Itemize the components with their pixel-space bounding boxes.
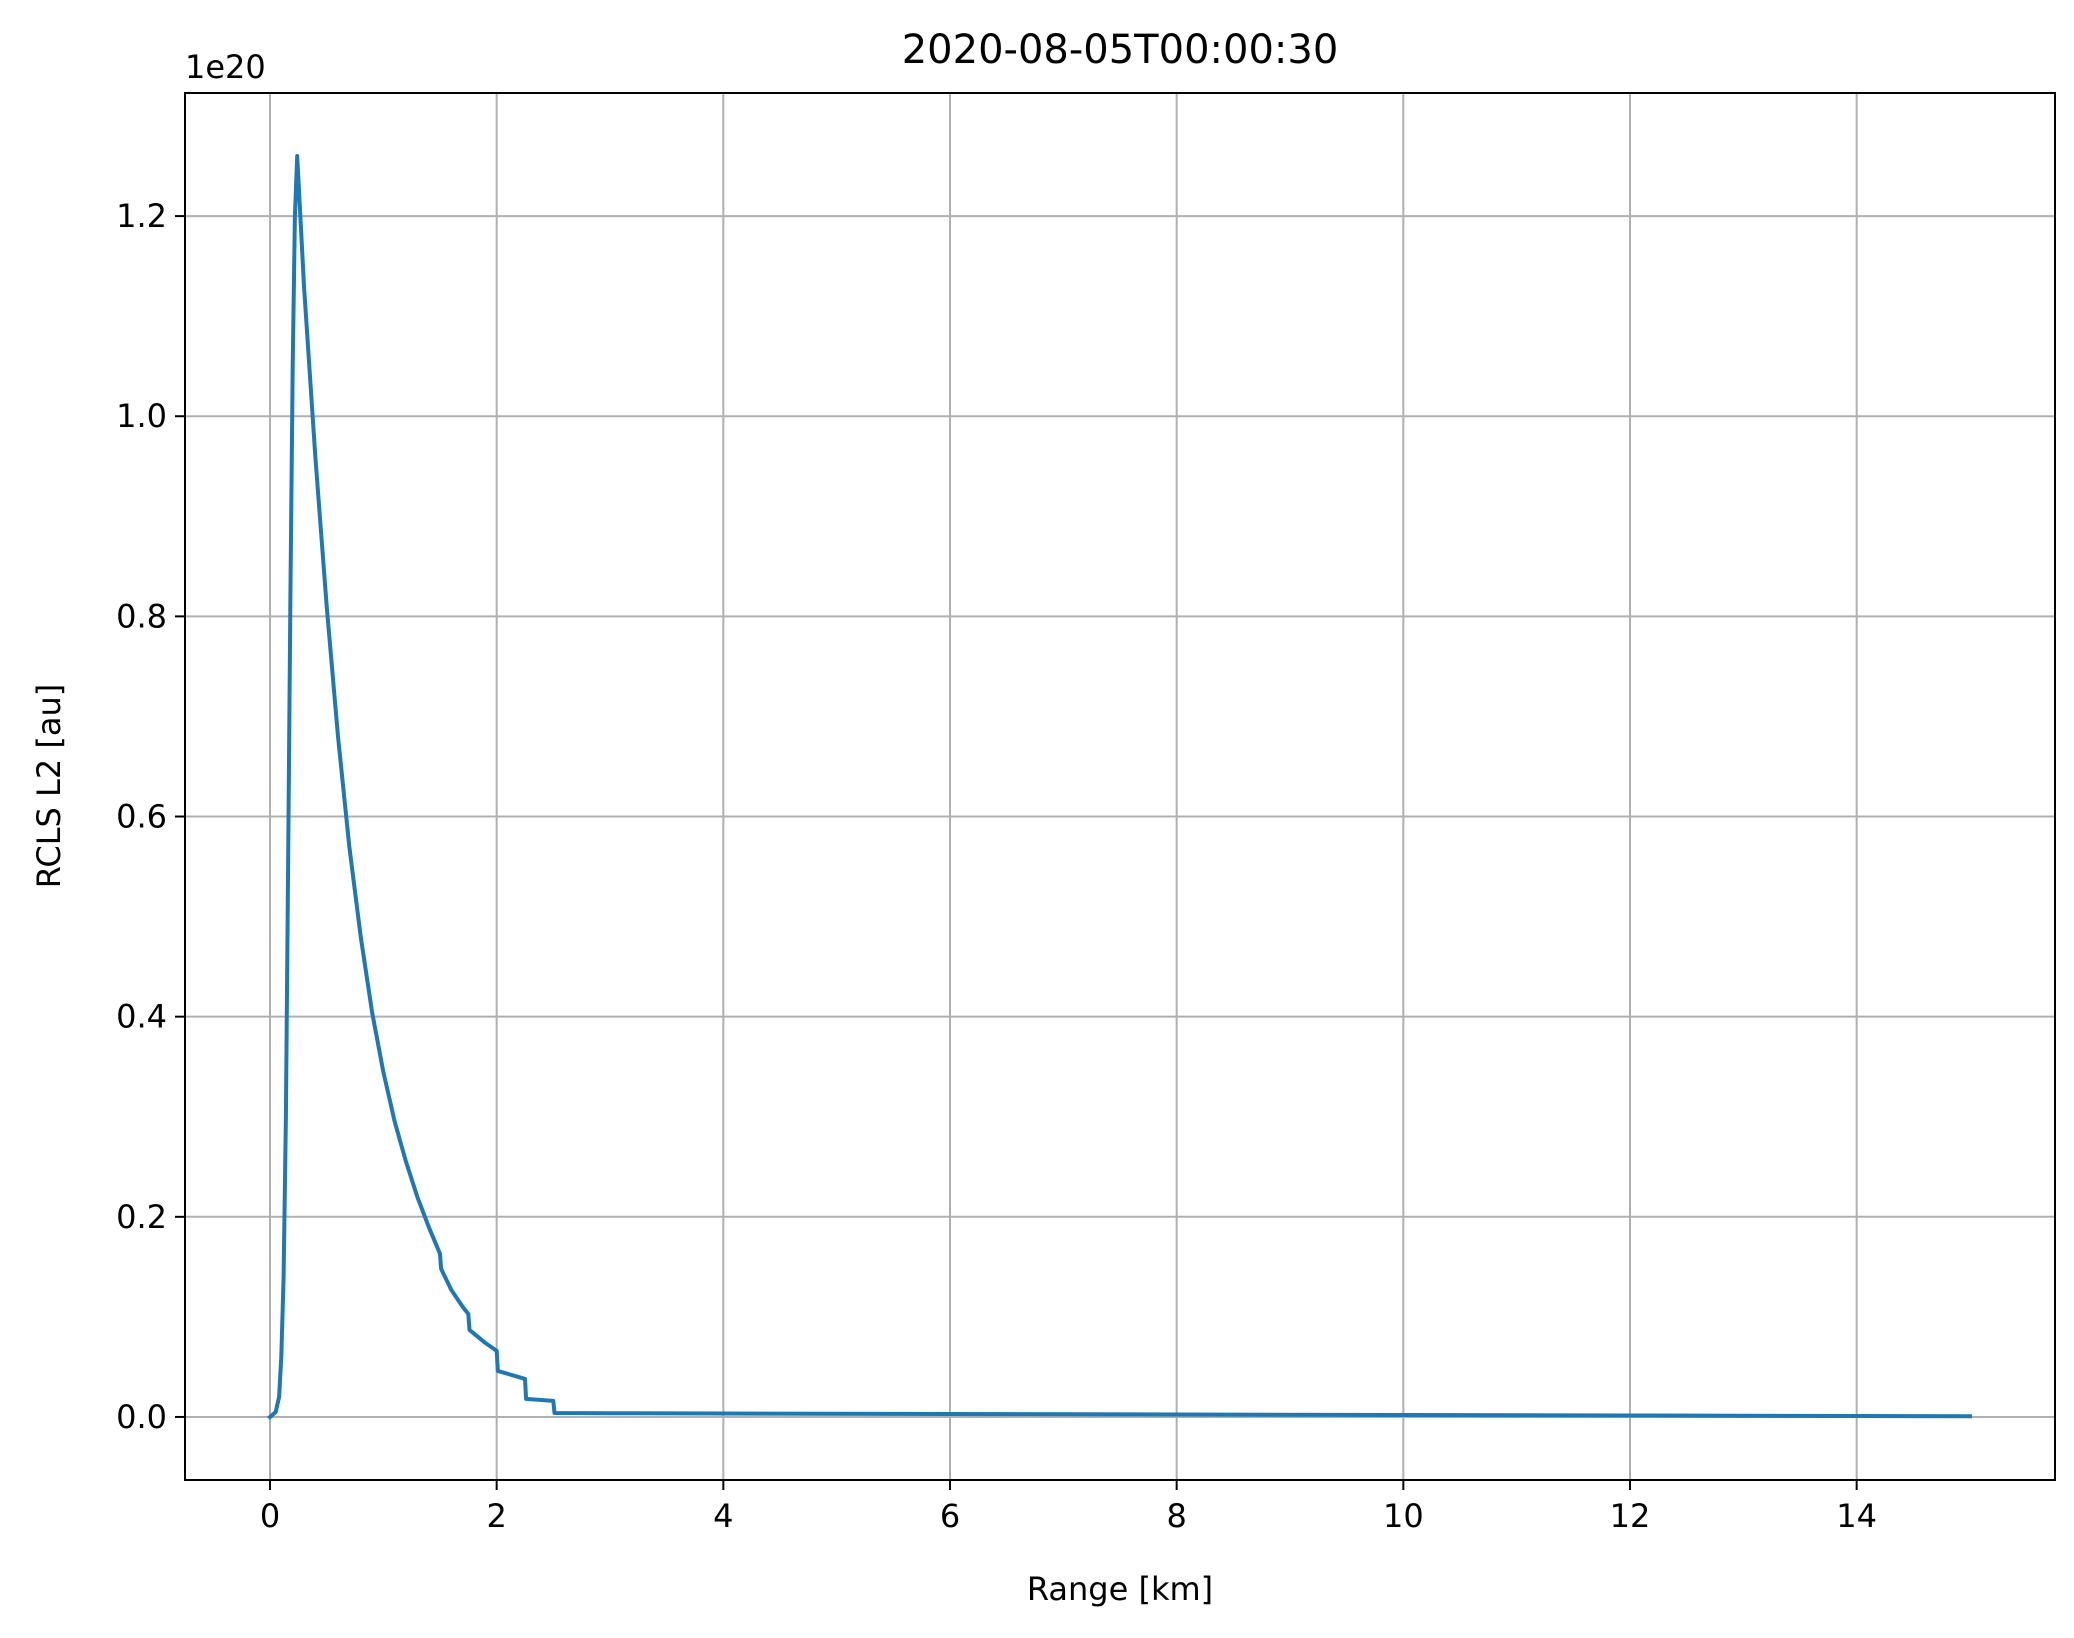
x-tick-label: 8 (1166, 1497, 1186, 1535)
chart-title: 2020-08-05T00:00:30 (902, 27, 1339, 73)
y-tick-label: 0.8 (116, 597, 167, 635)
x-axis: 0 2 4 6 8 10 12 14 (260, 1480, 1877, 1535)
y-tick-label: 0.6 (116, 798, 167, 836)
y-tick-label: 0.4 (116, 998, 167, 1036)
y-offset-label: 1e20 (185, 48, 266, 86)
x-tick-label: 12 (1610, 1497, 1651, 1535)
y-axis: 0.0 0.2 0.4 0.6 0.8 1.0 1.2 (116, 197, 185, 1436)
plot-frame (184, 92, 2056, 1481)
y-tick-label: 1.2 (116, 197, 167, 235)
x-tick-label: 4 (713, 1497, 733, 1535)
y-axis-label: RCLS L2 [au] (30, 684, 68, 889)
x-tick-label: 14 (1836, 1497, 1877, 1535)
y-tick-label: 0.2 (116, 1198, 167, 1236)
x-axis-label: Range [km] (1027, 1570, 1213, 1608)
y-tick-label: 1.0 (116, 397, 167, 435)
y-tick-label: 0.0 (116, 1398, 167, 1436)
series-line (267, 154, 1973, 1420)
series-line-group (267, 154, 1973, 1420)
x-tick-label: 10 (1383, 1497, 1424, 1535)
x-tick-label: 2 (486, 1497, 506, 1535)
x-tick-label: 0 (260, 1497, 280, 1535)
x-tick-label: 6 (940, 1497, 960, 1535)
grid (185, 93, 2055, 1480)
